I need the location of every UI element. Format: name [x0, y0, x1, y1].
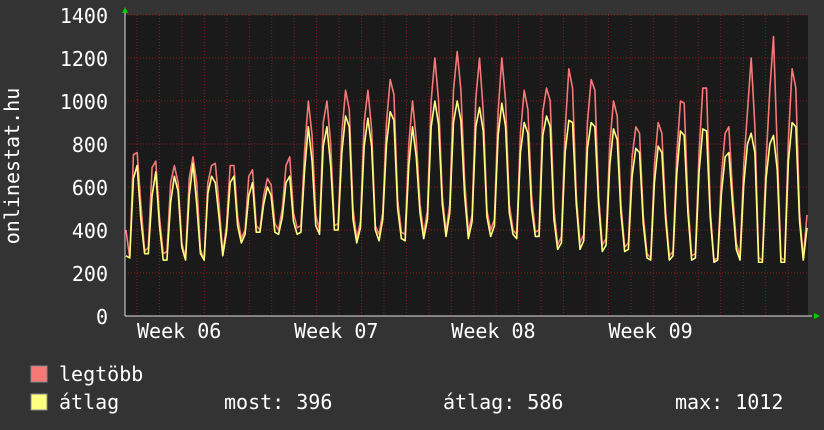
- x-tick-label: Week 06: [137, 319, 221, 343]
- series-line-avg: [125, 100, 808, 264]
- x-tick-label: Week 08: [451, 319, 535, 343]
- stats-row: most: 396 átlag: 586 max: 1012: [224, 390, 783, 414]
- y-tick-labels: 0 200 400 600 800 1000 1200 1400: [60, 4, 108, 329]
- y-tick-label: 1000: [60, 90, 108, 114]
- legend-label: átlag: [59, 390, 119, 414]
- y-tick-label: 1400: [60, 4, 108, 28]
- x-axis-arrow: [814, 313, 820, 319]
- y-tick-label: 1200: [60, 47, 108, 71]
- y-tick-label: 600: [72, 176, 108, 200]
- y-tick-label: 0: [96, 305, 108, 329]
- y-axis-label: onlinestat.hu: [0, 88, 24, 245]
- plot-area: [125, 15, 808, 316]
- legend: legtöbb átlag: [30, 362, 143, 414]
- y-tick-label: 800: [72, 133, 108, 157]
- legend-label: legtöbb: [59, 362, 143, 386]
- x-tick-label: Week 09: [608, 319, 692, 343]
- x-tick-label: Week 07: [294, 319, 378, 343]
- stat-most: most: 396: [224, 390, 332, 414]
- y-axis-arrow: [122, 7, 128, 13]
- stat-avg: átlag: 586: [443, 390, 563, 414]
- axes: [122, 7, 820, 319]
- series-layer: [125, 35, 808, 264]
- legend-swatch: [30, 365, 48, 383]
- series-line-max: [125, 35, 808, 261]
- y-tick-label: 200: [72, 262, 108, 286]
- legend-swatch: [30, 393, 48, 411]
- y-tick-label: 400: [72, 219, 108, 243]
- stat-max: max: 1012: [675, 390, 783, 414]
- x-tick-labels: Week 06 Week 07 Week 08 Week 09: [137, 319, 693, 343]
